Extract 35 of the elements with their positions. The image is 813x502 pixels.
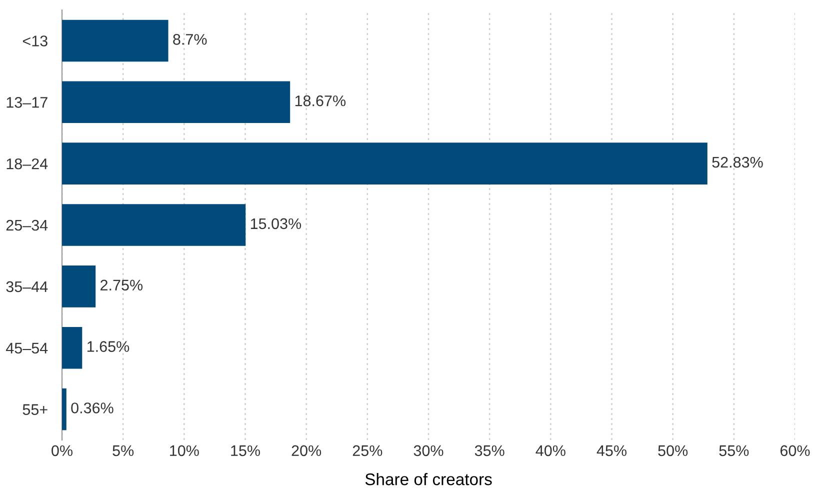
bar bbox=[62, 20, 168, 62]
x-tick-label: 50% bbox=[658, 445, 688, 456]
x-tick-label: 40% bbox=[536, 445, 566, 456]
data-label: 8.7% bbox=[173, 34, 207, 45]
bar bbox=[62, 266, 96, 308]
data-label: 0.36% bbox=[71, 402, 114, 414]
x-tick-label: 20% bbox=[292, 445, 322, 456]
x-tick-label: 25% bbox=[352, 445, 382, 456]
bar bbox=[62, 388, 66, 430]
y-tick-label: 13–17 bbox=[6, 97, 48, 108]
x-tick-label: 60% bbox=[780, 445, 810, 456]
x-tick-label: 35% bbox=[474, 445, 504, 456]
x-tick-label: 55% bbox=[719, 445, 749, 456]
bar bbox=[62, 326, 82, 369]
bar bbox=[62, 81, 290, 124]
x-axis-title: Share of creators bbox=[365, 472, 492, 486]
x-tick-label: 5% bbox=[112, 445, 134, 456]
y-tick-label: 55+ bbox=[22, 404, 48, 415]
data-label: 2.75% bbox=[100, 280, 143, 291]
x-tick-label: 0% bbox=[52, 445, 72, 456]
x-tick-label: 45% bbox=[596, 445, 626, 456]
y-tick-label: 45–54 bbox=[6, 342, 48, 354]
data-label: 52.83% bbox=[712, 156, 763, 168]
y-tick-label: 25–34 bbox=[6, 220, 48, 231]
x-tick-label: 30% bbox=[414, 445, 444, 456]
y-tick-label: 35–44 bbox=[6, 281, 48, 292]
bar bbox=[62, 204, 246, 246]
data-label: 15.03% bbox=[250, 218, 302, 230]
x-tick-label: 10% bbox=[170, 445, 199, 456]
bar bbox=[62, 142, 708, 184]
data-label: 1.65% bbox=[87, 341, 130, 352]
y-tick-label: <13 bbox=[22, 36, 48, 46]
x-tick-label: 15% bbox=[231, 445, 260, 456]
y-tick-label: 18–24 bbox=[6, 158, 48, 170]
data-label: 18.67% bbox=[295, 95, 346, 106]
